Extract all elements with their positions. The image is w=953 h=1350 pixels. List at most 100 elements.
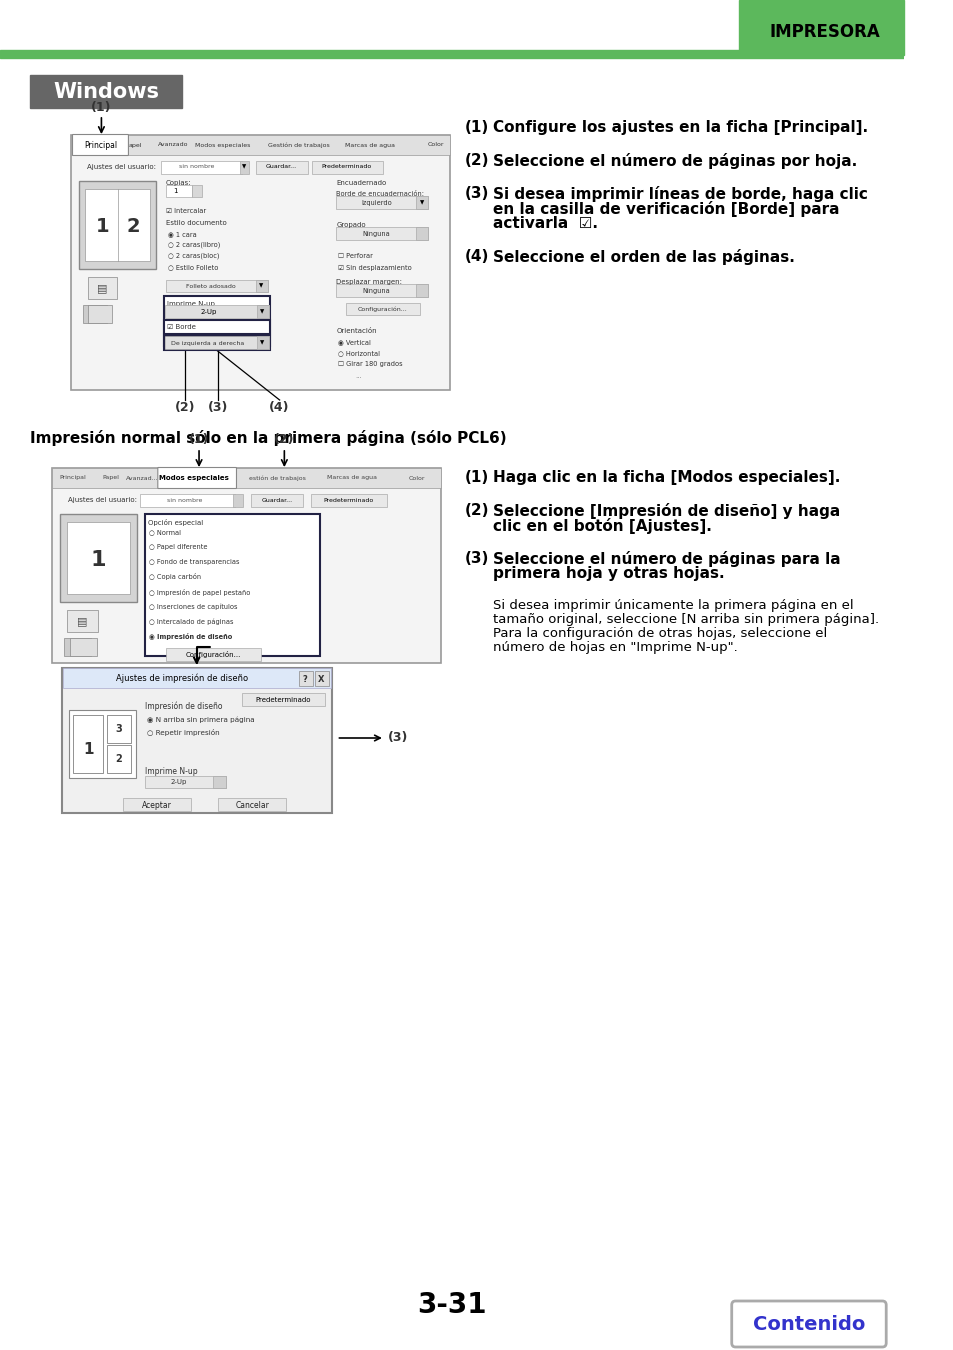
Bar	[65, 639, 91, 656]
Bar	[88, 277, 116, 298]
Text: (2): (2)	[464, 504, 489, 518]
Text: Copias:: Copias:	[166, 180, 192, 186]
Text: ○ 2 caras(bloc): ○ 2 caras(bloc)	[168, 252, 219, 259]
Text: (2): (2)	[464, 153, 489, 167]
Bar	[107, 716, 131, 742]
Text: Gestión de trabajos: Gestión de trabajos	[268, 142, 329, 147]
Text: Color: Color	[409, 475, 425, 481]
Bar	[166, 648, 260, 662]
Bar	[164, 336, 270, 350]
Text: ▤: ▤	[77, 616, 88, 626]
Text: ☐ Girar 180 grados: ☐ Girar 180 grados	[338, 360, 402, 367]
Text: apel: apel	[129, 143, 142, 147]
Text: Gropado: Gropado	[336, 221, 366, 228]
Text: (1): (1)	[464, 120, 488, 135]
Text: ○ Horizontal: ○ Horizontal	[338, 350, 380, 356]
FancyBboxPatch shape	[157, 467, 236, 489]
Bar	[164, 320, 270, 333]
Text: 3-31: 3-31	[416, 1291, 486, 1319]
Bar	[83, 305, 107, 323]
Bar	[251, 494, 303, 508]
Text: ○ Copia carbón: ○ Copia carbón	[149, 574, 201, 580]
Text: De izquierda a derecha: De izquierda a derecha	[171, 340, 244, 346]
Bar	[336, 196, 428, 209]
Bar	[312, 161, 382, 174]
Bar	[233, 494, 242, 508]
Bar	[85, 189, 150, 261]
Text: ▼: ▼	[260, 309, 264, 315]
Bar	[165, 305, 269, 319]
Text: Seleccione [Impresión de diseño] y haga: Seleccione [Impresión de diseño] y haga	[493, 504, 840, 518]
Bar	[68, 522, 130, 594]
Text: Si desea imprimir únicamente la primera página en el: Si desea imprimir únicamente la primera …	[493, 599, 853, 612]
Bar	[239, 161, 249, 174]
Text: 1: 1	[95, 217, 109, 236]
Bar	[241, 693, 325, 706]
Bar	[62, 668, 332, 813]
Text: (1): (1)	[464, 470, 488, 485]
Text: Si desea imprimir líneas de borde, haga clic: Si desea imprimir líneas de borde, haga …	[493, 186, 867, 202]
Text: Ajustes de impresión de diseño: Ajustes de impresión de diseño	[116, 674, 249, 683]
Text: (2): (2)	[174, 401, 194, 414]
Text: ☑ Sin desplazamiento: ☑ Sin desplazamiento	[338, 265, 412, 271]
Text: tamaño original, seleccione [N arriba sin primera página].: tamaño original, seleccione [N arriba si…	[493, 613, 878, 626]
Text: sin nombre: sin nombre	[167, 498, 202, 502]
Text: Predeterminado: Predeterminado	[321, 165, 372, 170]
Text: Avanzado: Avanzado	[158, 143, 189, 147]
Text: (3): (3)	[388, 732, 408, 744]
Text: 2: 2	[115, 755, 122, 764]
Text: (3): (3)	[464, 186, 488, 201]
Text: Para la configuración de otras hojas, seleccione el: Para la configuración de otras hojas, se…	[493, 626, 826, 640]
Bar	[311, 494, 386, 508]
Text: Seleccione el orden de las páginas.: Seleccione el orden de las páginas.	[493, 248, 794, 265]
Text: ○ Normal: ○ Normal	[149, 529, 181, 535]
Text: ◉ Impresión de diseño: ◉ Impresión de diseño	[149, 633, 232, 640]
Bar	[78, 181, 156, 269]
Text: Haga clic en la ficha [Modos especiales].: Haga clic en la ficha [Modos especiales]…	[493, 470, 840, 485]
Text: Seleccione el número de páginas para la: Seleccione el número de páginas para la	[493, 551, 840, 567]
Text: Estilo documento: Estilo documento	[166, 220, 227, 225]
Bar	[30, 76, 182, 108]
Text: 1: 1	[91, 549, 106, 570]
Bar	[145, 514, 320, 656]
Text: en la casilla de verificación [Borde] para: en la casilla de verificación [Borde] pa…	[493, 201, 839, 217]
Text: ?: ?	[302, 675, 307, 683]
Bar	[71, 639, 96, 656]
Text: Ninguna: Ninguna	[362, 231, 390, 238]
Bar	[298, 671, 313, 686]
Bar	[416, 227, 428, 240]
Bar	[71, 135, 450, 155]
Bar	[166, 279, 268, 292]
Text: 2-Up: 2-Up	[171, 779, 187, 784]
Bar	[166, 185, 193, 197]
Text: estión de trabajos: estión de trabajos	[249, 475, 306, 481]
Text: ◉ 1 cara: ◉ 1 cara	[168, 231, 196, 238]
Text: Principal: Principal	[59, 475, 87, 481]
Text: Ajustes del usuario:: Ajustes del usuario:	[69, 497, 137, 504]
Bar	[88, 305, 112, 323]
Text: ▤: ▤	[97, 284, 108, 293]
Text: ☑ Intercalar: ☑ Intercalar	[166, 208, 206, 215]
Text: ○ Estilo Folleto: ○ Estilo Folleto	[168, 265, 218, 270]
Bar	[346, 302, 419, 315]
Text: Impresión de diseño: Impresión de diseño	[145, 701, 222, 710]
FancyBboxPatch shape	[731, 1301, 885, 1347]
Text: (2): (2)	[274, 433, 294, 447]
Text: Predeterminado: Predeterminado	[323, 498, 374, 502]
Bar	[164, 296, 270, 346]
Text: Opción especial: Opción especial	[148, 518, 203, 525]
Bar	[416, 284, 428, 297]
Bar	[416, 196, 428, 209]
Text: Orientación: Orientación	[336, 328, 376, 333]
Text: (4): (4)	[464, 248, 488, 265]
Text: 3: 3	[115, 724, 122, 734]
Text: Ajustes del usuario:: Ajustes del usuario:	[88, 163, 156, 170]
Bar	[314, 671, 329, 686]
Bar	[60, 514, 137, 602]
Bar	[70, 710, 135, 778]
Text: ☑ Borde: ☑ Borde	[167, 324, 195, 329]
Text: Papel: Papel	[102, 475, 119, 481]
Text: Aceptar: Aceptar	[142, 801, 172, 810]
Text: ○ 2 caras(libro): ○ 2 caras(libro)	[168, 242, 220, 248]
Text: sin nombre: sin nombre	[179, 165, 214, 170]
